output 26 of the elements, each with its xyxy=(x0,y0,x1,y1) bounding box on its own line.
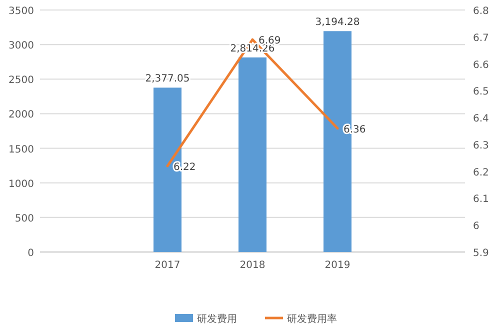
legend-label: 研发费用 xyxy=(197,313,237,325)
x-tick-label: 2019 xyxy=(324,260,350,271)
y-tick-label: 1000 xyxy=(8,178,34,190)
y-tick-label: 3000 xyxy=(8,40,34,52)
x-tick-label: 2017 xyxy=(154,260,180,271)
data-label: 3,194.28 xyxy=(315,17,360,28)
y-tick-label: 2500 xyxy=(8,75,34,86)
x-tick-label: 2018 xyxy=(240,260,266,271)
y2-tick-label: 6.1 xyxy=(473,194,489,206)
bar xyxy=(238,57,266,252)
y2-tick-label: 6.3 xyxy=(473,140,489,152)
y2-tick-label: 6.6 xyxy=(473,60,489,71)
y-tick-label: 500 xyxy=(14,213,34,224)
data-label: 2,377.05 xyxy=(145,74,190,85)
y2-tick-label: 6.2 xyxy=(473,167,489,178)
y-tick-label: 0 xyxy=(28,248,34,259)
y2-tick-label: 6 xyxy=(473,221,480,232)
y2-tick-label: 6.7 xyxy=(473,32,489,44)
y-tick-label: 1500 xyxy=(8,144,34,156)
y-tick-label: 3500 xyxy=(8,6,34,17)
y2-tick-label: 6.4 xyxy=(473,114,489,125)
y2-tick-label: 6.8 xyxy=(473,6,489,17)
legend-label: 研发费用率 xyxy=(287,313,337,325)
y-tick-label: 2000 xyxy=(8,110,34,121)
y2-tick-label: 6.5 xyxy=(473,86,489,98)
y2-tick-label: 5.9 xyxy=(473,248,489,259)
